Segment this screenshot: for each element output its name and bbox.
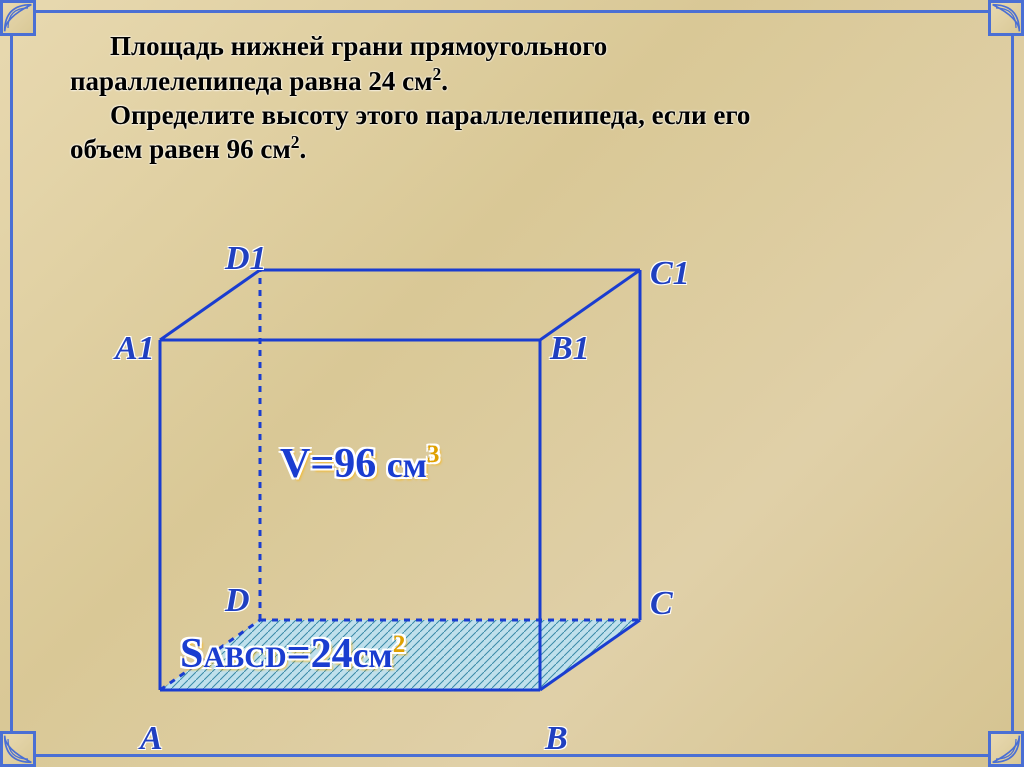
problem-line2-sup: 2	[432, 64, 441, 84]
vertex-label-B1: B1	[550, 330, 590, 368]
vertex-label-C1: C1	[650, 255, 690, 293]
corner-ornament-br	[988, 731, 1024, 767]
vertex-label-D1: D1	[225, 240, 267, 278]
corner-ornament-tl	[0, 0, 36, 36]
parallelepiped-diagram: ABCDA1B1C1D1 V=96 см3 SABCD=24см2	[60, 200, 760, 740]
volume-formula: V=96 см3	[280, 440, 440, 488]
problem-line2: параллелепипеда равна 24 см	[70, 66, 432, 96]
slide: Площадь нижней грани прямоугольного пара…	[0, 0, 1024, 767]
vertex-label-B: B	[545, 720, 568, 758]
vertex-label-A: A	[140, 720, 163, 758]
corner-ornament-tr	[988, 0, 1024, 36]
corner-ornament-bl	[0, 731, 36, 767]
problem-line1: Площадь нижней грани прямоугольного	[110, 31, 607, 61]
vertex-label-D: D	[225, 582, 250, 620]
vertex-label-A1: A1	[115, 330, 155, 368]
problem-line3: Определите высоту этого параллелепипеда,…	[110, 100, 750, 130]
area-formula: SABCD=24см2	[180, 630, 405, 678]
problem-line4: объем равен 96 см	[70, 134, 291, 164]
vertex-label-C: C	[650, 585, 673, 623]
problem-text: Площадь нижней грани прямоугольного пара…	[70, 30, 964, 167]
